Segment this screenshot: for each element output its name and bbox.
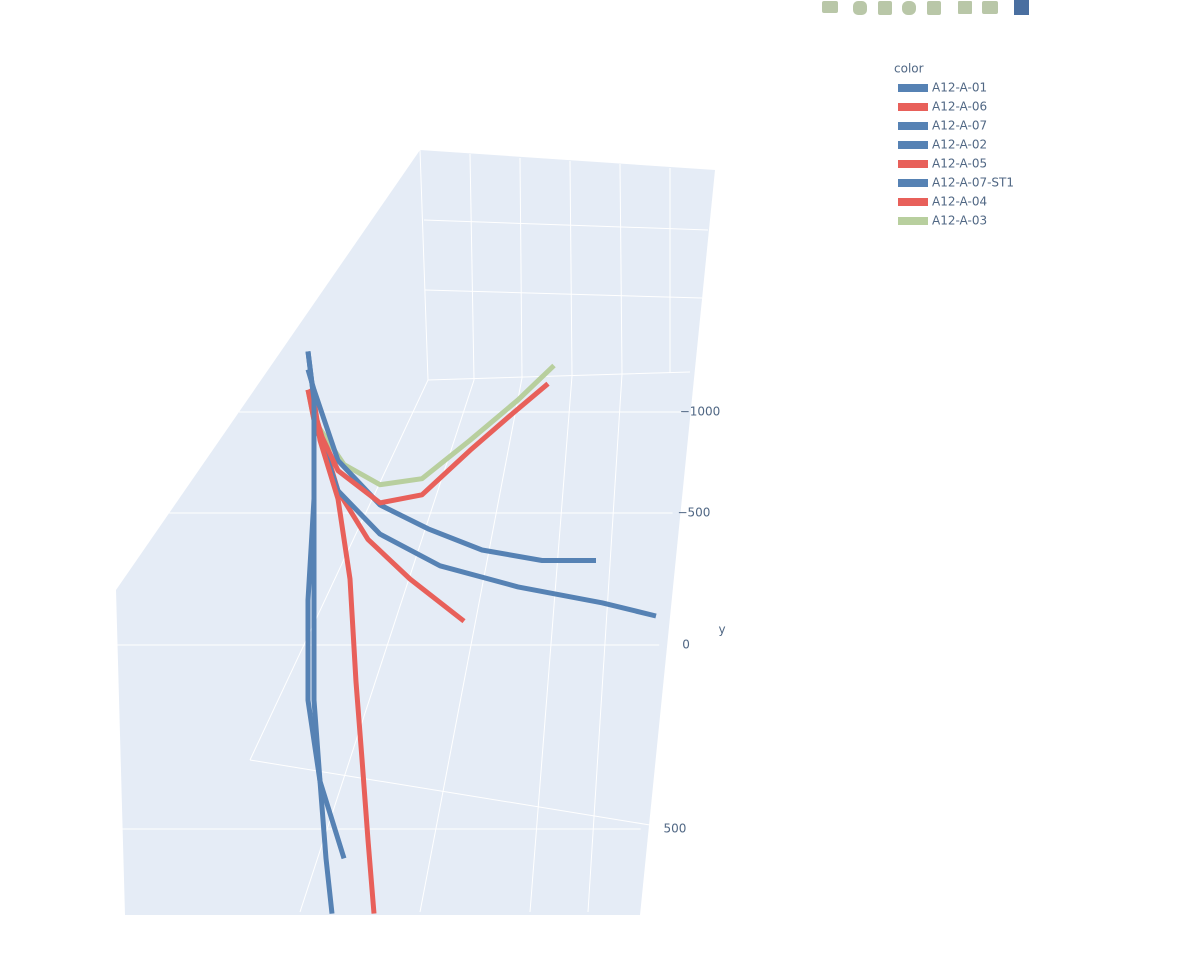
y-tick-label: −500 bbox=[677, 506, 710, 520]
turntable-button[interactable] bbox=[927, 1, 941, 15]
toolbar bbox=[822, 0, 1029, 15]
home-button[interactable] bbox=[958, 1, 972, 14]
trace-line bbox=[305, 368, 596, 563]
plotly-logo[interactable] bbox=[1014, 0, 1029, 15]
y-axis-label: y bbox=[718, 623, 725, 637]
scene-grid bbox=[249, 149, 709, 913]
legend-label[interactable]: A12-A-04 bbox=[932, 195, 987, 209]
legend-label[interactable]: A12-A-02 bbox=[932, 138, 987, 152]
y-tick-label: 0 bbox=[682, 638, 690, 652]
legend-title: color bbox=[894, 62, 924, 76]
trace-line bbox=[305, 381, 550, 506]
orbit-button[interactable] bbox=[902, 1, 916, 15]
legend-label[interactable]: A12-A-01 bbox=[932, 81, 987, 95]
zoom-button[interactable] bbox=[853, 1, 867, 15]
trace-line bbox=[305, 351, 335, 914]
y-tick-label: −1000 bbox=[680, 405, 721, 419]
pan-button[interactable] bbox=[878, 1, 892, 15]
reset-button[interactable] bbox=[982, 1, 998, 14]
legend-label[interactable]: A12-A-03 bbox=[932, 214, 987, 228]
legend-label[interactable]: A12-A-07-ST1 bbox=[932, 176, 1014, 190]
scene-background bbox=[116, 150, 715, 915]
camera-button[interactable] bbox=[822, 1, 838, 13]
legend-label[interactable]: A12-A-05 bbox=[932, 157, 987, 171]
y-tick-label: 500 bbox=[664, 822, 687, 836]
legend-label[interactable]: A12-A-06 bbox=[932, 100, 987, 114]
legend-label[interactable]: A12-A-07 bbox=[932, 119, 987, 133]
